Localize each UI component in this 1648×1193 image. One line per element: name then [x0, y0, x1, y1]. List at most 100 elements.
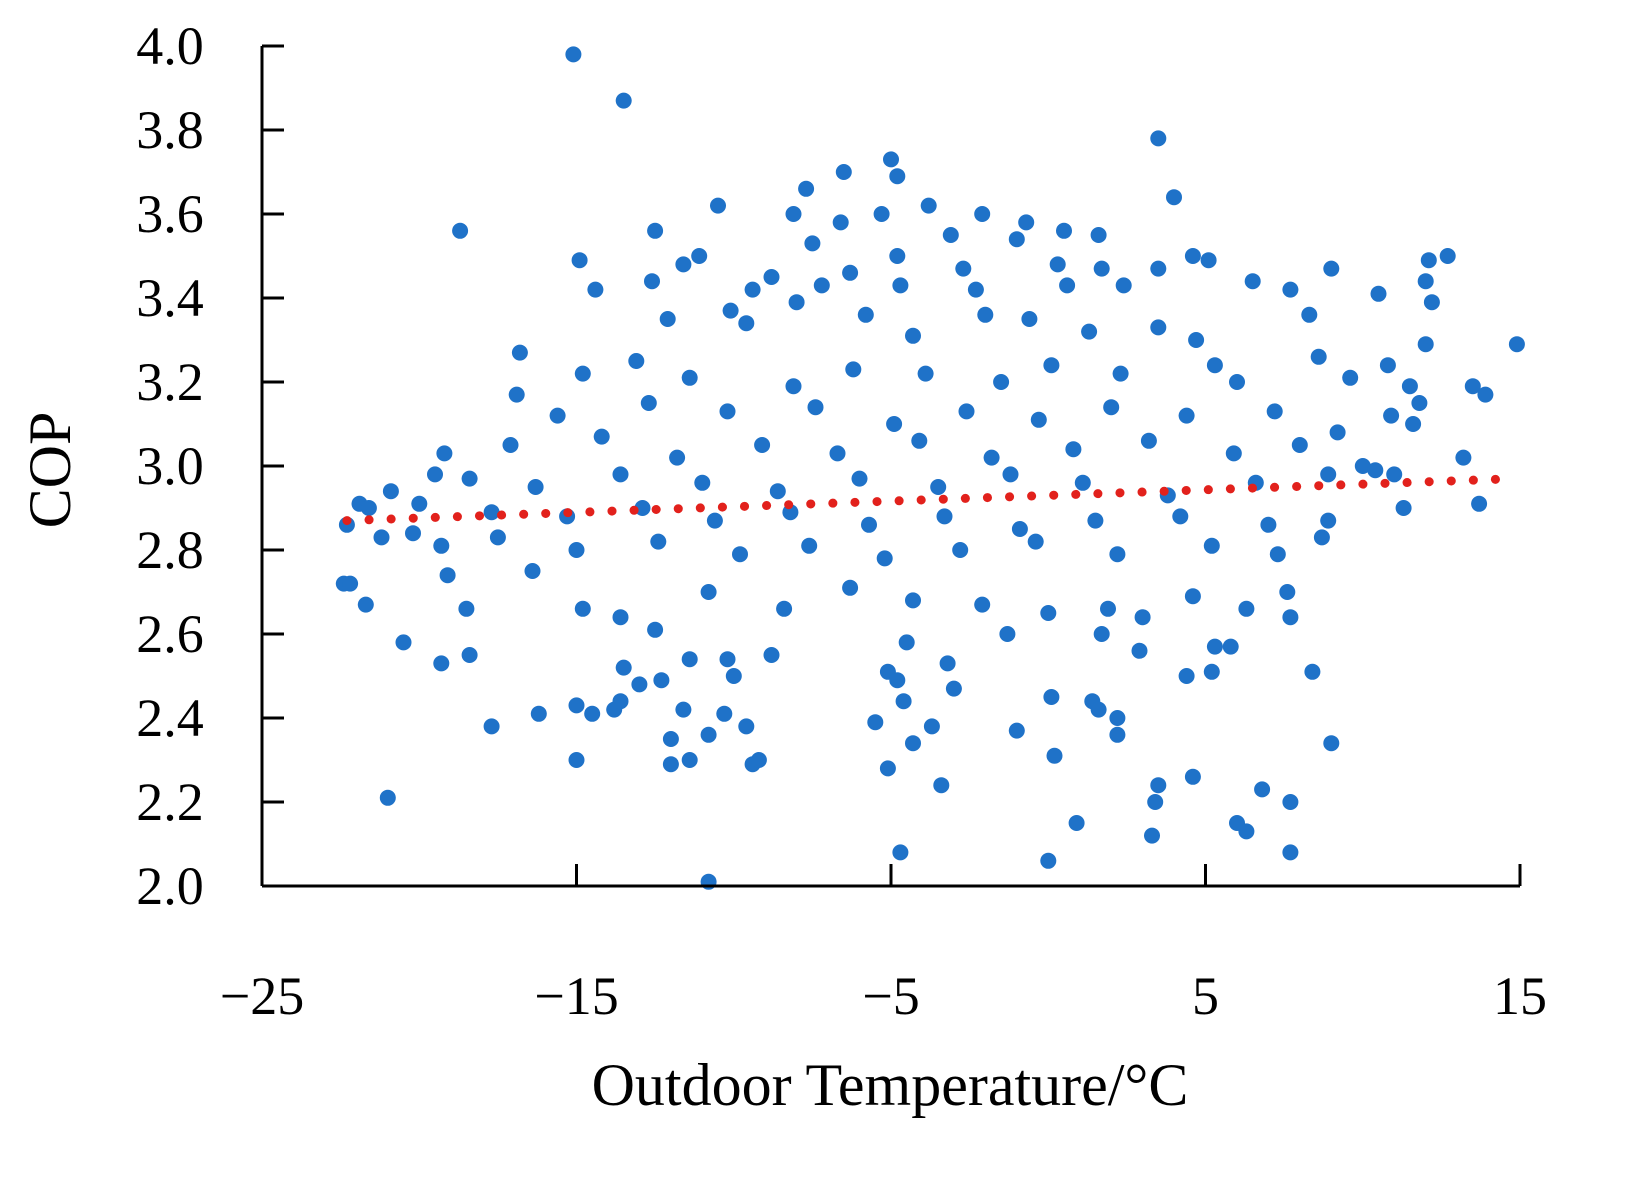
data-point: [801, 537, 818, 554]
data-point: [1049, 256, 1066, 273]
data-point: [1081, 323, 1098, 340]
data-point: [1040, 852, 1057, 869]
data-point: [911, 432, 928, 449]
data-point: [1065, 441, 1082, 458]
data-points: [335, 46, 1525, 890]
data-point: [788, 294, 805, 311]
data-point: [905, 735, 921, 752]
data-point: [647, 222, 664, 239]
data-point: [1508, 336, 1525, 353]
data-point: [502, 437, 519, 453]
data-point: [640, 395, 657, 411]
data-point: [851, 470, 868, 487]
data-point: [549, 407, 566, 424]
data-point: [930, 479, 947, 495]
data-point: [763, 269, 780, 285]
data-point: [1109, 726, 1126, 743]
data-point: [584, 705, 601, 722]
data-point: [1109, 546, 1126, 563]
data-point: [889, 248, 906, 264]
data-point: [1074, 474, 1091, 491]
data-point: [942, 227, 959, 243]
data-point: [342, 575, 359, 592]
data-point: [433, 655, 450, 672]
data-point: [1455, 449, 1472, 466]
data-point: [876, 550, 893, 567]
data-point: [1282, 794, 1299, 810]
data-point: [1370, 285, 1387, 302]
data-point: [1206, 638, 1223, 655]
data-point: [1254, 781, 1271, 798]
data-point: [842, 264, 859, 281]
data-point: [436, 445, 453, 462]
data-point: [889, 168, 906, 185]
data-point: [1166, 189, 1182, 206]
data-point: [1222, 638, 1239, 655]
data-point: [1150, 777, 1167, 794]
y-tick-label: 3.4: [136, 268, 204, 328]
data-point: [395, 634, 412, 651]
data-point: [1115, 277, 1132, 294]
data-point: [716, 705, 733, 722]
data-point: [483, 504, 500, 521]
data-point: [1225, 445, 1242, 462]
data-point: [1203, 537, 1220, 554]
y-ticks: 2.0 2.2 2.4 2.6 2.8 3.0 3.2 3.4 3.6 3.8 4.0: [136, 16, 284, 916]
y-tick-label: 3.2: [136, 352, 204, 412]
data-point: [379, 789, 396, 806]
data-point: [857, 306, 874, 323]
data-point: [527, 479, 544, 495]
data-point: [612, 609, 629, 626]
data-point: [754, 437, 771, 453]
data-point: [662, 731, 679, 747]
data-point: [1008, 722, 1025, 739]
data-point: [776, 600, 793, 617]
data-point: [1304, 663, 1321, 680]
data-point: [829, 445, 846, 462]
data-point: [1090, 701, 1107, 718]
y-tick-label: 2.8: [136, 520, 204, 580]
data-point: [1423, 294, 1440, 311]
data-point: [1056, 222, 1072, 239]
data-point: [892, 277, 909, 294]
data-point: [798, 180, 815, 197]
data-point: [769, 483, 786, 500]
data-point: [452, 222, 469, 239]
y-axis-label: COP: [17, 412, 83, 529]
data-point: [977, 306, 994, 323]
data-point: [1354, 458, 1371, 474]
data-point: [974, 596, 991, 613]
data-point: [694, 474, 711, 491]
data-point: [1260, 516, 1277, 533]
data-point: [886, 416, 903, 432]
data-point: [706, 512, 723, 529]
data-point: [1134, 609, 1151, 626]
x-tick-label: −5: [862, 966, 919, 1026]
data-point: [1282, 281, 1299, 298]
data-point: [1269, 546, 1286, 563]
data-point: [405, 525, 421, 542]
data-point: [1087, 512, 1104, 529]
y-tick-label: 3.6: [136, 184, 204, 244]
data-point: [1439, 248, 1456, 264]
data-point: [1018, 214, 1035, 231]
data-point: [628, 353, 645, 369]
data-point: [675, 256, 692, 273]
data-point: [1405, 416, 1422, 432]
y-tick-label: 3.8: [136, 100, 204, 160]
y-tick-label: 3.0: [136, 436, 204, 496]
data-point: [1279, 584, 1296, 600]
data-point: [1030, 411, 1047, 428]
data-point: [1103, 399, 1120, 416]
data-point: [1367, 462, 1384, 479]
data-point: [1178, 407, 1195, 424]
data-point: [1417, 273, 1434, 290]
data-point: [373, 529, 390, 546]
data-point: [1420, 252, 1437, 269]
data-point: [832, 214, 849, 231]
data-point: [1282, 609, 1299, 626]
data-point: [1112, 365, 1129, 382]
data-point: [1109, 710, 1126, 726]
data-point: [411, 495, 428, 512]
